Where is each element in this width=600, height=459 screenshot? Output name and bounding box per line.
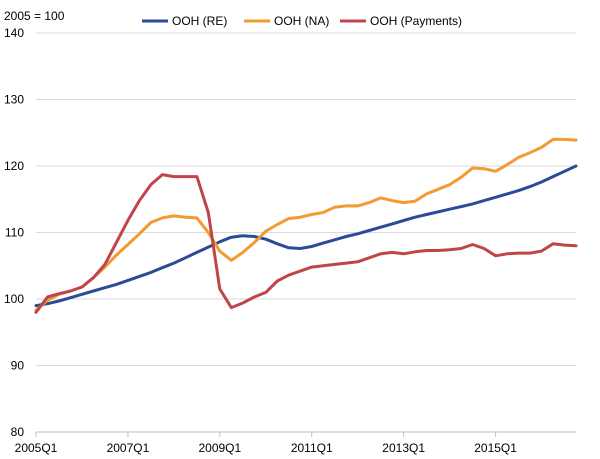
series-line-ooh-payments	[34, 173, 578, 314]
x-tick-label: 2011Q1	[291, 441, 333, 455]
series-lines	[34, 137, 578, 314]
x-tick-label: 2015Q1	[474, 441, 517, 455]
y-tick-label: 100	[4, 292, 24, 306]
y-tick-label: 110	[5, 226, 24, 240]
y-tick-label: 90	[11, 359, 25, 373]
y-tick-label: 80	[11, 425, 25, 439]
x-tick-label: 2009Q1	[198, 441, 241, 455]
y-tick-label: 120	[4, 159, 24, 173]
y-tick-label: 130	[4, 93, 24, 107]
x-tick-label: 2013Q1	[382, 441, 425, 455]
y-axis-ticks: 80 90 100 110 120 130 140	[4, 26, 24, 439]
gridlines	[36, 32, 576, 433]
x-tick-label: 2005Q1	[15, 441, 58, 455]
x-axis: 2005Q1 2007Q1 2009Q1 2011Q1 2013Q1 2015Q1	[15, 431, 576, 455]
x-tick-label: 2007Q1	[107, 441, 150, 455]
unit-label: 2005 = 100	[4, 9, 65, 23]
legend-label-ooh-payments: OOH (Payments)	[370, 14, 462, 28]
legend-label-ooh-re: OOH (RE)	[172, 14, 227, 28]
series-line-ooh-re	[34, 164, 578, 308]
legend-label-ooh-na: OOH (NA)	[274, 14, 329, 28]
series-line-ooh-na	[34, 137, 578, 312]
legend: OOH (RE) OOH (NA) OOH (Payments)	[142, 14, 462, 28]
y-tick-label: 140	[4, 26, 24, 40]
